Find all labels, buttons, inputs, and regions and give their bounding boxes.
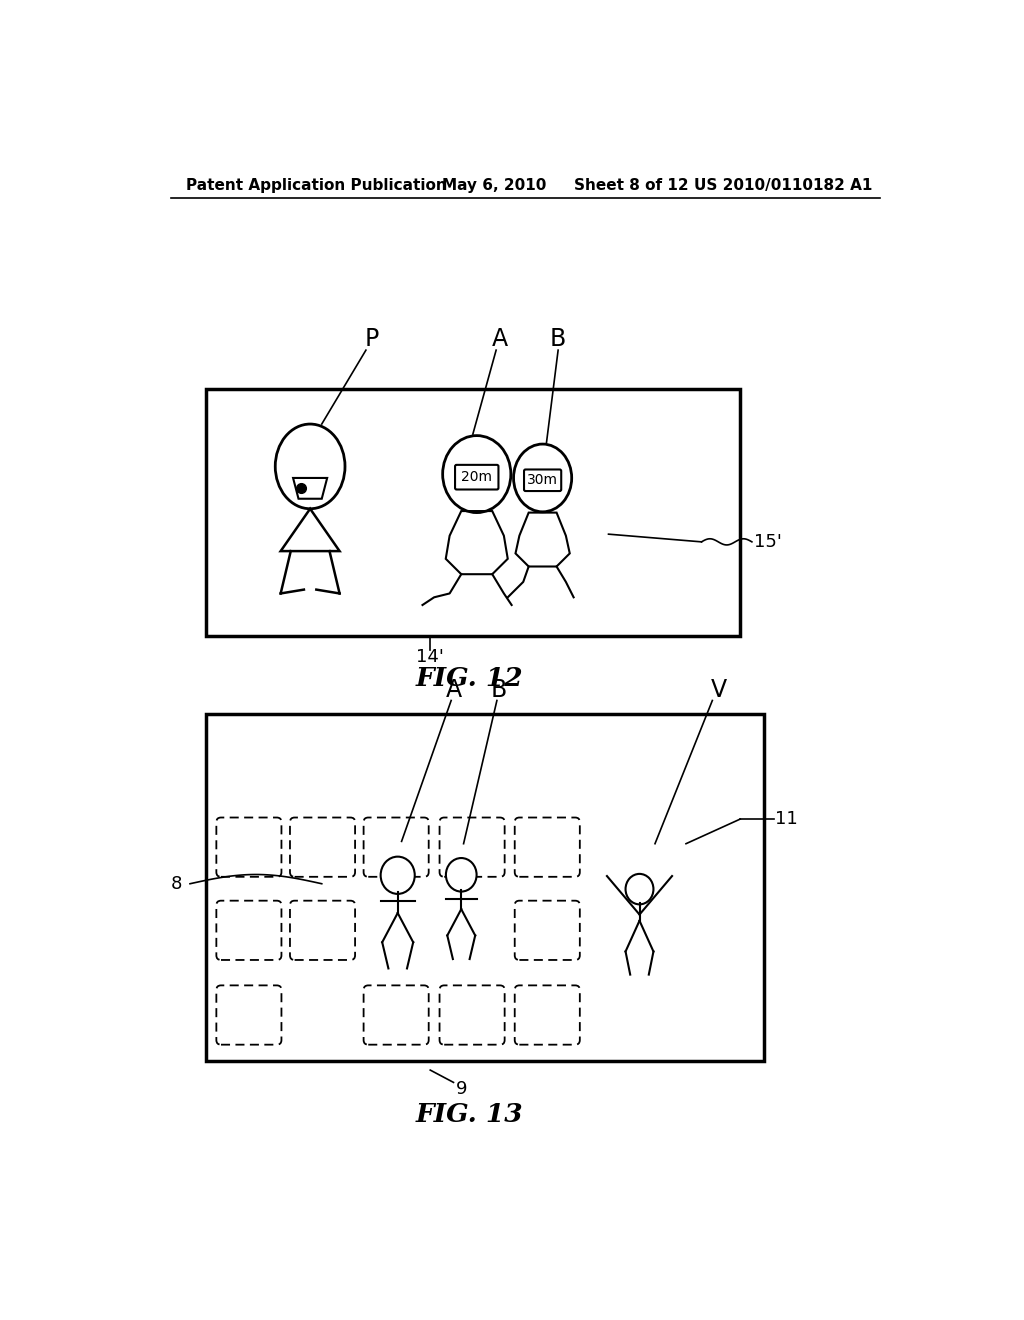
Text: A: A [492, 327, 508, 351]
Text: Sheet 8 of 12: Sheet 8 of 12 [573, 178, 688, 193]
Text: V: V [711, 677, 727, 702]
Ellipse shape [626, 874, 653, 904]
FancyBboxPatch shape [455, 465, 499, 490]
Text: FIG. 13: FIG. 13 [415, 1102, 523, 1127]
Text: 9: 9 [456, 1080, 467, 1097]
Text: 15': 15' [755, 533, 782, 550]
Bar [206, 714, 764, 1061]
Text: 8: 8 [170, 875, 181, 892]
Text: 30m: 30m [527, 474, 558, 487]
Ellipse shape [275, 424, 345, 508]
Text: 14': 14' [417, 648, 444, 667]
Text: B: B [490, 677, 507, 702]
Ellipse shape [514, 444, 571, 512]
Text: A: A [445, 677, 462, 702]
Text: May 6, 2010: May 6, 2010 [442, 178, 546, 193]
FancyBboxPatch shape [524, 470, 561, 491]
Ellipse shape [442, 436, 511, 512]
Text: 11: 11 [775, 810, 798, 828]
Ellipse shape [445, 858, 476, 891]
Text: Patent Application Publication: Patent Application Publication [186, 178, 446, 193]
Text: 20m: 20m [461, 470, 493, 484]
Text: US 2010/0110182 A1: US 2010/0110182 A1 [693, 178, 872, 193]
Text: P: P [365, 327, 379, 351]
Bar [206, 389, 740, 636]
Ellipse shape [381, 857, 415, 894]
Text: FIG. 12: FIG. 12 [415, 665, 523, 690]
Text: B: B [550, 327, 566, 351]
